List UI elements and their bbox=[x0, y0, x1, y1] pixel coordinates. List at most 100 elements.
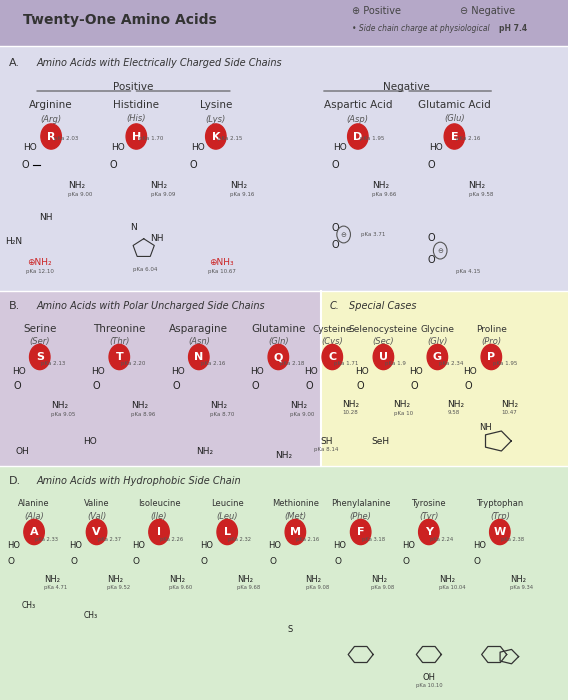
Text: pKa 2.26: pKa 2.26 bbox=[160, 537, 183, 542]
Text: HO: HO bbox=[402, 542, 415, 550]
Text: (Arg): (Arg) bbox=[40, 115, 62, 123]
Text: HO: HO bbox=[333, 143, 346, 151]
Text: HO: HO bbox=[132, 542, 145, 550]
Text: F: F bbox=[357, 527, 365, 537]
Text: pKa 9.00: pKa 9.00 bbox=[68, 192, 93, 197]
Text: Alanine: Alanine bbox=[18, 500, 50, 508]
Text: O: O bbox=[428, 233, 436, 243]
Text: pKa 9.52: pKa 9.52 bbox=[107, 584, 130, 590]
Text: HO: HO bbox=[200, 542, 213, 550]
Circle shape bbox=[444, 124, 465, 149]
Text: O: O bbox=[428, 256, 436, 265]
Text: O: O bbox=[269, 557, 276, 566]
FancyBboxPatch shape bbox=[0, 466, 568, 700]
Text: K: K bbox=[212, 132, 220, 141]
Text: O: O bbox=[252, 382, 260, 391]
Circle shape bbox=[24, 519, 44, 545]
Circle shape bbox=[481, 344, 502, 370]
Text: NH₂: NH₂ bbox=[290, 402, 307, 410]
Text: 9.58: 9.58 bbox=[448, 410, 460, 416]
Text: 10.28: 10.28 bbox=[343, 410, 358, 416]
Text: HO: HO bbox=[7, 542, 20, 550]
Text: pKa 2.16: pKa 2.16 bbox=[456, 136, 481, 141]
Text: 10.47: 10.47 bbox=[502, 410, 517, 416]
Text: pKa 4.71: pKa 4.71 bbox=[44, 584, 68, 590]
Text: Positive: Positive bbox=[113, 83, 154, 92]
Text: (Sec): (Sec) bbox=[373, 337, 394, 346]
Text: pKa 2.15: pKa 2.15 bbox=[218, 136, 242, 141]
Text: pKa 9.00: pKa 9.00 bbox=[290, 412, 314, 417]
Circle shape bbox=[348, 124, 368, 149]
Text: pKa 1.95: pKa 1.95 bbox=[493, 361, 517, 367]
Text: HO: HO bbox=[69, 542, 82, 550]
Text: OH: OH bbox=[16, 447, 30, 456]
Text: pKa 2.38: pKa 2.38 bbox=[501, 537, 524, 542]
Text: pKa 2.24: pKa 2.24 bbox=[430, 537, 453, 542]
Text: (Gly): (Gly) bbox=[427, 337, 448, 346]
Text: pKa 9.05: pKa 9.05 bbox=[51, 412, 76, 417]
Text: L: L bbox=[224, 527, 231, 537]
Text: pKa 2.03: pKa 2.03 bbox=[54, 136, 78, 141]
Text: O: O bbox=[411, 382, 419, 391]
Text: O: O bbox=[331, 240, 339, 250]
Text: HO: HO bbox=[91, 367, 105, 375]
Text: N: N bbox=[194, 352, 203, 362]
Text: pKa 10.67: pKa 10.67 bbox=[207, 269, 236, 274]
Text: NH₂: NH₂ bbox=[68, 181, 85, 190]
Text: Tryptophan: Tryptophan bbox=[476, 500, 524, 508]
Text: CH₃: CH₃ bbox=[22, 601, 35, 610]
Text: O: O bbox=[474, 557, 481, 566]
Circle shape bbox=[373, 344, 394, 370]
Text: (Thr): (Thr) bbox=[109, 337, 130, 346]
Text: • Side chain charge at physiological: • Side chain charge at physiological bbox=[352, 25, 492, 34]
Text: NH₂: NH₂ bbox=[237, 575, 253, 584]
Text: NH₂: NH₂ bbox=[439, 575, 455, 584]
Text: NH: NH bbox=[479, 423, 492, 431]
Text: H: H bbox=[132, 132, 141, 141]
Text: (Pro): (Pro) bbox=[481, 337, 502, 346]
FancyBboxPatch shape bbox=[0, 0, 568, 46]
Text: O: O bbox=[335, 557, 341, 566]
FancyBboxPatch shape bbox=[0, 290, 321, 466]
Text: D: D bbox=[353, 132, 362, 141]
Text: P: P bbox=[487, 352, 495, 362]
Text: O: O bbox=[428, 160, 436, 169]
Text: pKa 9.34: pKa 9.34 bbox=[510, 584, 533, 590]
Circle shape bbox=[217, 519, 237, 545]
Text: G: G bbox=[433, 352, 442, 362]
Text: NH₂: NH₂ bbox=[343, 400, 360, 409]
Text: B.: B. bbox=[9, 301, 20, 311]
Text: O: O bbox=[357, 382, 365, 391]
Text: pKa 8.96: pKa 8.96 bbox=[131, 412, 155, 417]
Text: pKa 9.08: pKa 9.08 bbox=[371, 584, 394, 590]
Text: C.: C. bbox=[329, 301, 339, 311]
Text: S: S bbox=[36, 352, 44, 362]
Text: I: I bbox=[157, 527, 161, 537]
Text: ⊕ Positive: ⊕ Positive bbox=[352, 6, 401, 16]
Circle shape bbox=[419, 519, 439, 545]
Text: (Ala): (Ala) bbox=[24, 512, 44, 521]
Text: (Val): (Val) bbox=[87, 512, 106, 521]
Text: pKa 1.70: pKa 1.70 bbox=[139, 136, 164, 141]
Text: NH₂: NH₂ bbox=[230, 181, 247, 190]
Text: NH₂: NH₂ bbox=[448, 400, 465, 409]
Text: pKa 2.13: pKa 2.13 bbox=[41, 361, 66, 367]
Text: pKa 2.32: pKa 2.32 bbox=[228, 537, 252, 542]
Text: NH₂: NH₂ bbox=[51, 402, 68, 410]
Text: T: T bbox=[115, 352, 123, 362]
Text: (Phe): (Phe) bbox=[350, 512, 371, 521]
Text: NH₂: NH₂ bbox=[169, 575, 185, 584]
Circle shape bbox=[268, 344, 289, 370]
Text: Methionine: Methionine bbox=[272, 500, 319, 508]
Text: (Met): (Met) bbox=[285, 512, 306, 521]
Text: HO: HO bbox=[473, 542, 486, 550]
Text: Tyrosine: Tyrosine bbox=[412, 500, 446, 508]
Text: NH₂: NH₂ bbox=[371, 575, 387, 584]
Text: HO: HO bbox=[429, 143, 443, 151]
Text: pKa 10.10: pKa 10.10 bbox=[416, 683, 442, 689]
Circle shape bbox=[41, 124, 61, 149]
Text: HO: HO bbox=[268, 542, 281, 550]
Text: pKa 2.16: pKa 2.16 bbox=[296, 537, 320, 542]
Text: NH₂: NH₂ bbox=[107, 575, 123, 584]
Text: C: C bbox=[328, 352, 336, 362]
